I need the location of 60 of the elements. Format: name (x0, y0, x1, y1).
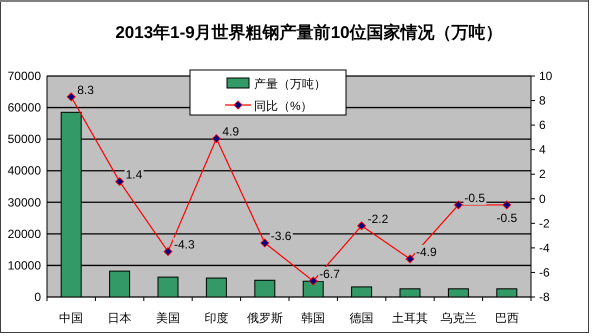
legend-label: 同比（%） (254, 99, 313, 113)
x-tick-label: 土耳其 (392, 311, 428, 325)
point (308, 276, 318, 286)
y2-tick-label: -6 (539, 265, 550, 280)
point (502, 200, 512, 210)
data-label: -2.2 (368, 212, 389, 226)
point (454, 200, 463, 210)
point (164, 247, 172, 256)
y2-tick-label: -2 (539, 216, 550, 230)
y-tick-label: 50000 (8, 132, 42, 146)
x-tick-label: 巴西 (494, 311, 519, 325)
bar (109, 270, 130, 298)
bar (400, 288, 420, 298)
y2-tick-label: 6 (539, 118, 546, 132)
data-label: -6.7 (319, 267, 340, 282)
data-label: 4.9 (222, 124, 240, 139)
point (115, 177, 124, 186)
chart-title: 2013年1-9月世界粗钢产量前10位国家情况（万吨） (115, 23, 503, 42)
point (66, 92, 76, 102)
point (406, 254, 414, 264)
data-label: -0.5 (464, 190, 486, 205)
point (212, 134, 221, 144)
legend-label: 产量（万吨） (254, 77, 326, 91)
bar (254, 280, 276, 298)
y2-tick-label: 0 (539, 192, 546, 206)
point (357, 221, 366, 230)
data-label: 1.4 (126, 168, 143, 182)
y-tick-label: 60000 (8, 100, 42, 115)
y2-tick-label: 2 (539, 167, 546, 182)
y-tick-label: 40000 (8, 164, 42, 178)
y-tick-label: 20000 (8, 226, 42, 241)
bar (206, 278, 227, 298)
data-label: -3.6 (270, 228, 292, 243)
data-label: -0.5 (496, 210, 518, 225)
y-tick-label: 30000 (8, 195, 42, 210)
bar (158, 276, 178, 298)
data-label: 8.3 (77, 82, 94, 97)
y-tick-label: 0 (34, 290, 42, 304)
y2-tick-label: -8 (539, 290, 550, 304)
x-tick-label: 中国 (59, 311, 84, 325)
y2-tick-label: 10 (539, 69, 553, 83)
data-label: -4.9 (416, 244, 438, 259)
bar (351, 286, 372, 298)
x-tick-label: 俄罗斯 (246, 311, 283, 325)
bar (448, 288, 469, 298)
x-tick-label: 印度 (204, 311, 228, 325)
x-tick-label: 乌克兰 (440, 311, 476, 325)
y2-tick-label: 4 (539, 142, 546, 157)
x-tick-label: 德国 (350, 311, 374, 325)
y2-tick-label: 8 (539, 94, 546, 108)
x-tick-label: 韩国 (301, 311, 326, 325)
y2-tick-label: -4 (539, 240, 550, 255)
y-tick-label: 70000 (8, 69, 42, 83)
y-tick-label: 10000 (8, 258, 42, 272)
data-label: -4.3 (174, 238, 196, 252)
x-tick-label: 日本 (108, 311, 132, 325)
point (260, 238, 270, 248)
bar (496, 288, 518, 298)
bar (302, 280, 324, 298)
x-tick-label: 美国 (156, 311, 180, 325)
